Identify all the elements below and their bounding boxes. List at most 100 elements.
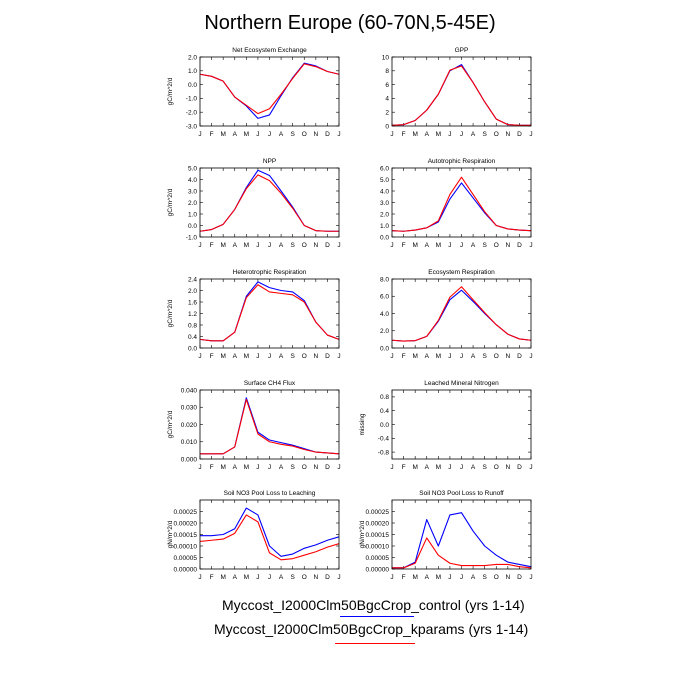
y-tick-label: -0.4: [378, 436, 390, 443]
y-tick-label: 4.0: [380, 188, 389, 195]
y-tick-label: 0.4: [188, 334, 197, 341]
y-tick-label: 0.00020: [366, 520, 390, 527]
x-tick-label: N: [313, 131, 318, 138]
series-line-kparams: [199, 284, 340, 342]
y-axis-label: gC/m^2/d: [167, 299, 174, 327]
panel-title: Leached Mineral Nitrogen: [424, 380, 499, 387]
x-tick-label: J: [448, 353, 451, 360]
legend-entry-kparams: Myccost_I2000Clm50BgcCrop_kparams (yrs 1…: [214, 621, 528, 637]
y-tick-label: 1.6: [188, 299, 197, 306]
x-tick-label: J: [460, 131, 463, 138]
x-tick-label: J: [390, 242, 393, 249]
y-tick-label: 6: [385, 82, 389, 89]
y-tick-label: 0.00025: [366, 509, 390, 516]
y-tick-label: 0: [385, 123, 389, 130]
x-tick-label: O: [302, 464, 307, 471]
x-tick-label: F: [402, 242, 406, 249]
x-tick-label: J: [390, 464, 393, 471]
x-tick-label: N: [505, 242, 510, 249]
x-tick-label: J: [529, 353, 532, 360]
panel-5: Heterotrophic Respiration gC/m^2/d 2.4 2.0 1…: [167, 269, 341, 360]
x-tick-label: O: [494, 242, 499, 249]
y-tick-label: 0.00005: [174, 555, 198, 562]
y-tick-label: 6.0: [380, 294, 389, 301]
legend-swatch-kparams: [335, 643, 415, 644]
x-tick-label: N: [505, 464, 510, 471]
series-line-control: [199, 62, 340, 119]
x-tick-label: M: [220, 353, 225, 360]
y-tick-label: 8.0: [380, 276, 389, 283]
y-tick-label: 8: [385, 68, 389, 75]
x-tick-label: N: [313, 242, 318, 249]
x-tick-label: M: [412, 464, 417, 471]
x-tick-label: A: [425, 353, 430, 360]
x-tick-label: S: [290, 131, 295, 138]
x-tick-label: S: [482, 131, 487, 138]
y-tick-label: -0.8: [378, 449, 390, 456]
plot-frame: [199, 56, 340, 127]
series-line-control: [391, 64, 531, 126]
x-tick-label: O: [302, 131, 307, 138]
y-tick-label: 0.0: [188, 345, 197, 352]
y-tick-label: 0.8: [380, 394, 389, 401]
x-tick-label: O: [302, 242, 307, 249]
y-tick-label: 0.00005: [366, 555, 390, 562]
x-tick-label: S: [290, 574, 295, 581]
x-tick-label: A: [279, 464, 284, 471]
plot-frame: [199, 278, 340, 349]
x-tick-label: O: [494, 464, 499, 471]
series-line-control: [199, 169, 339, 232]
panel-8: Leached Mineral Nitrogen missing 0.8 0.4 0.0…: [359, 380, 533, 471]
x-tick-label: J: [460, 242, 463, 249]
y-tick-label: 0.040: [181, 387, 198, 394]
x-tick-label: J: [448, 464, 451, 471]
y-tick-label: 2.0: [380, 328, 389, 335]
x-tick-label: N: [313, 574, 318, 581]
y-tick-label: 0.00015: [174, 532, 198, 539]
y-tick-label: 0.0: [188, 223, 197, 230]
y-tick-label: 0.00000: [366, 566, 390, 573]
y-tick-label: 0.00010: [174, 543, 198, 550]
x-tick-label: N: [505, 574, 510, 581]
panel-title: Soil NO3 Pool Loss to Leaching: [224, 490, 316, 497]
x-tick-label: J: [198, 242, 201, 249]
series-line-control: [391, 182, 532, 232]
y-tick-label: 0.030: [181, 405, 198, 412]
y-tick-label: 0.00025: [174, 509, 198, 516]
x-tick-label: J: [337, 464, 340, 471]
y-tick-label: -3.0: [186, 123, 198, 130]
y-tick-label: 2.0: [380, 211, 389, 218]
series-line-control: [392, 512, 532, 569]
y-tick-label: 0.0: [380, 345, 389, 352]
x-tick-label: F: [402, 464, 406, 471]
x-tick-label: M: [412, 131, 417, 138]
series-line-kparams: [391, 286, 532, 342]
x-tick-label: M: [436, 464, 441, 471]
x-tick-label: M: [220, 574, 225, 581]
x-tick-label: J: [448, 131, 451, 138]
panel-title: NPP: [263, 158, 276, 165]
x-tick-label: J: [529, 242, 532, 249]
panel-10: Soil NO3 Pool Loss to RunoffgN/m^2/d0.00…: [359, 490, 533, 581]
x-tick-label: J: [198, 464, 201, 471]
x-tick-label: S: [290, 353, 295, 360]
y-tick-label: 1.0: [380, 223, 389, 230]
x-tick-label: J: [198, 353, 201, 360]
y-tick-label: 4.0: [380, 311, 389, 318]
x-tick-label: J: [337, 242, 340, 249]
x-tick-label: J: [198, 574, 201, 581]
y-tick-label: 4.0: [188, 177, 197, 184]
panel-title: Autotrophic Respiration: [428, 158, 496, 165]
panel-title: Heterotrophic Respiration: [233, 269, 307, 276]
y-tick-label: 2.4: [188, 276, 197, 283]
x-tick-label: A: [471, 464, 476, 471]
y-tick-label: -1.0: [186, 234, 198, 241]
x-tick-label: F: [402, 353, 406, 360]
panel-title: Net Ecosystem Exchange: [232, 47, 307, 54]
y-tick-label: 1.0: [188, 211, 197, 218]
x-tick-label: J: [256, 242, 259, 249]
panel-4: Autotrophic Respiration 6.0 5.0 4.0 3.0 2.0 1.…: [380, 158, 533, 249]
y-tick-label: 1.2: [188, 311, 197, 318]
